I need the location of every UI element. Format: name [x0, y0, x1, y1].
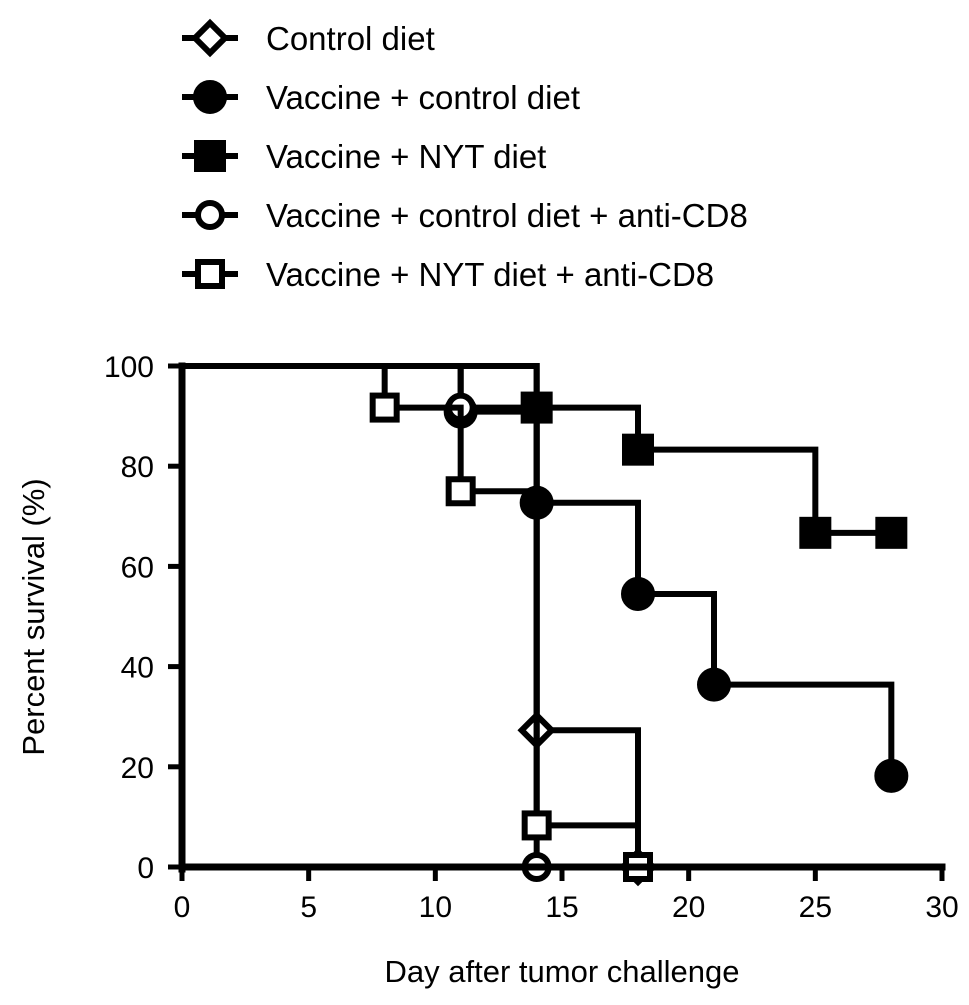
x-tick-label: 0: [174, 891, 191, 924]
legend-label: Vaccine + control diet + anti-CD8: [266, 197, 748, 234]
legend-marker: [195, 200, 225, 230]
y-tick-label: 100: [104, 351, 154, 384]
data-point: [622, 433, 654, 466]
series-vaccine-nyt-diet-anti-cd8: [182, 363, 653, 882]
legend-marker: [195, 259, 225, 289]
data-point: [697, 667, 731, 702]
axes: [178, 362, 946, 873]
data-point: [875, 516, 908, 549]
data-point: [521, 810, 552, 841]
legend-item-vaccine-control-diet-anti-cd8: Vaccine + control diet + anti-CD8: [182, 197, 748, 234]
data-point: [621, 576, 655, 611]
y-tick-label: 80: [121, 451, 154, 484]
series-vaccine-control-diet-anti-cd8: [182, 363, 552, 882]
legend-marker: [193, 80, 227, 114]
series-line: [182, 363, 641, 867]
y-tick-label: 60: [121, 551, 154, 584]
legend-label: Control diet: [266, 20, 435, 57]
x-axis-title: Day after tumor challenge: [385, 954, 740, 989]
data-point: [445, 476, 476, 507]
legend-item-vaccine-nyt-diet: Vaccine + NYT diet: [182, 138, 546, 175]
series-layer: [182, 363, 909, 887]
legend-item-vaccine-control-diet: Vaccine + control diet: [182, 79, 580, 116]
legend-marker: [190, 18, 230, 58]
legend-item-control-diet: Control diet: [182, 18, 435, 58]
legend: Control diet Vaccine + control diet Vaccin…: [182, 18, 748, 293]
data-point: [799, 516, 832, 549]
x-tick-label: 10: [419, 891, 452, 924]
legend-label: Vaccine + control diet: [266, 79, 580, 116]
y-axis-title: Percent survival (%): [16, 478, 51, 755]
data-point: [369, 392, 400, 423]
y-tick-label: 40: [121, 652, 154, 685]
legend-label: Vaccine + NYT diet + anti-CD8: [266, 256, 714, 293]
x-tick-label: 25: [799, 891, 832, 924]
legend-marker: [194, 140, 226, 172]
y-tick-label: 0: [137, 852, 154, 885]
series-vaccine-nyt-diet: [182, 363, 908, 549]
data-point: [874, 758, 909, 793]
series-control-diet: [182, 363, 658, 887]
x-tick-label: 20: [672, 891, 705, 924]
ticks: 0 5 10 15 20 25 30 0 20 40 60 80 100: [104, 351, 959, 924]
x-tick-label: 5: [300, 891, 317, 924]
series-line: [182, 363, 540, 867]
legend-label: Vaccine + NYT diet: [266, 138, 546, 175]
legend-item-vaccine-nyt-diet-anti-cd8: Vaccine + NYT diet + anti-CD8: [182, 256, 714, 293]
y-tick-label: 20: [121, 752, 154, 785]
x-tick-label: 30: [925, 891, 958, 924]
x-tick-label: 15: [545, 891, 578, 924]
series-line: [182, 363, 641, 867]
